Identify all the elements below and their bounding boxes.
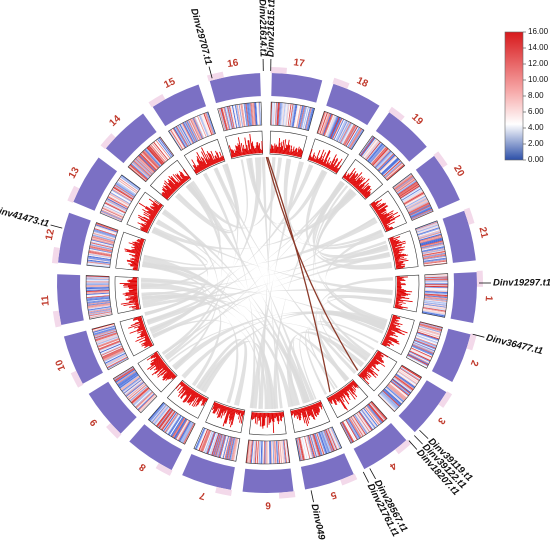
chromosome-label: 6: [265, 499, 271, 510]
histogram-bar: [267, 413, 268, 428]
histogram-bar: [397, 283, 405, 284]
color-legend: 16.00 14.00 12.00 10.00 8.00 6.00 4.00 2.00 0.00: [505, 27, 549, 164]
histogram-bar: [397, 278, 402, 279]
gene-label: Dinv41473.t1: [0, 204, 50, 230]
gene-tick: [370, 468, 376, 478]
heatmap-cell: [86, 283, 109, 284]
chromosome-label-tab: [477, 271, 483, 287]
chromosome-label: 5: [329, 489, 338, 501]
histogram-bar: [397, 287, 402, 288]
heatmap-cell: [425, 282, 448, 283]
histogram-bar: [397, 276, 400, 277]
chromosome-label: 15: [162, 76, 177, 91]
histogram-bar: [132, 279, 137, 280]
heatmap-cell: [266, 441, 267, 464]
legend-tick-label: 2.00: [528, 139, 544, 148]
gene-tick: [414, 436, 422, 445]
histogram-bar: [133, 278, 138, 279]
histogram-bar: [130, 282, 137, 283]
chromosome-label: 2: [468, 358, 480, 368]
chromosome-label: 3: [435, 415, 447, 427]
heatmap-cell: [86, 282, 109, 283]
chromosome-1: [451, 272, 477, 323]
histogram-bar: [397, 283, 401, 284]
legend-tick-label: 0.00: [528, 155, 544, 164]
chromosome-17: [271, 73, 322, 103]
gene-tick: [51, 225, 63, 228]
histogram-bar: [265, 413, 266, 418]
histogram-bar: [397, 281, 400, 282]
chromosome-label: 20: [451, 164, 466, 180]
legend-tick-label: 8.00: [528, 91, 544, 100]
chromosome-label: 11: [40, 295, 52, 307]
legend-tick-label: 10.00: [528, 75, 549, 84]
histogram-bar: [266, 413, 267, 416]
gene-label: Dinv19297.t1: [493, 278, 550, 289]
gene-label: Dinv21615.t1: [265, 0, 277, 57]
legend-tick-label: 12.00: [528, 59, 549, 68]
chromosome-label-tab: [271, 67, 287, 74]
chromosome-6: [243, 469, 294, 493]
chromosome-label: 1: [483, 295, 494, 302]
chromosome-label: 12: [44, 228, 57, 242]
legend-colorbar: [505, 32, 523, 160]
legend-tick-label: 16.00: [528, 27, 549, 36]
gene-tick: [409, 441, 417, 450]
histogram-bar: [124, 284, 137, 285]
gene-label: Dinv04967.t1: [309, 503, 332, 540]
legend-tick-label: 14.00: [528, 43, 549, 52]
gene-tick: [420, 430, 429, 438]
chromosome-label: 21: [476, 226, 489, 240]
gene-label: Dinv36477.t1: [485, 332, 544, 357]
heatmap-track: [86, 102, 448, 464]
histogram-bar: [261, 150, 262, 153]
chromosome-label: 19: [409, 112, 425, 128]
heatmap-cell: [267, 441, 268, 464]
gene-tick: [363, 472, 368, 483]
chromosome-label: 14: [107, 113, 123, 129]
chromosome-label: 7: [198, 489, 207, 501]
chromosome-label: 16: [226, 57, 239, 70]
histogram-bar: [397, 285, 401, 286]
histogram-bar: [268, 413, 269, 417]
heatmap-cell: [425, 283, 448, 284]
synteny-links: [141, 157, 393, 409]
histogram-bar: [397, 282, 401, 283]
legend-tick-label: 6.00: [528, 107, 544, 116]
chromosome-11: [57, 274, 84, 325]
gene-label: Dinv29707.t1: [188, 7, 214, 66]
chromosome-label: 4: [387, 460, 398, 472]
gene-tick: [311, 490, 313, 502]
histogram-bar: [120, 283, 137, 284]
histogram-bar: [397, 286, 401, 287]
legend-tick-label: 4.00: [528, 123, 544, 132]
chromosome-12: [58, 213, 91, 265]
histogram-bar: [397, 284, 406, 285]
chromosome-label: 9: [88, 416, 100, 428]
histogram-bar: [270, 149, 271, 153]
chromosome-label: 10: [54, 357, 68, 372]
chromosome-label: 8: [137, 461, 148, 473]
chromosome-label: 17: [293, 57, 306, 70]
chromosome-label: 18: [355, 75, 370, 90]
chromosome-label: 13: [67, 165, 82, 180]
histogram-bar: [128, 281, 137, 282]
